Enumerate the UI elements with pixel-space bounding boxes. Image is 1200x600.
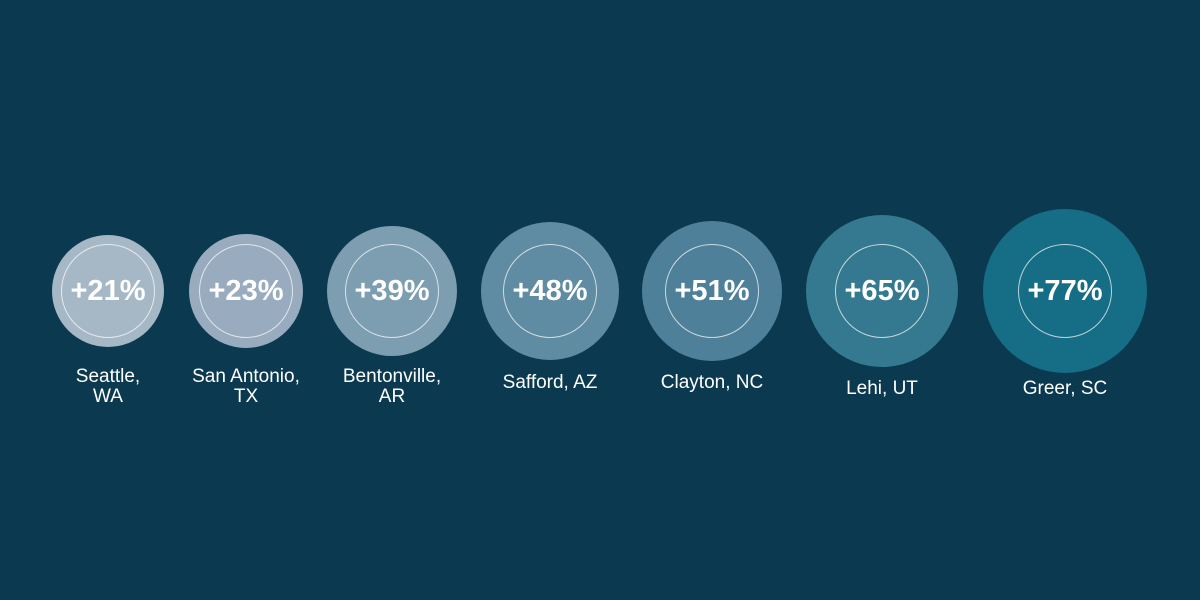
city-label-line: TX: [233, 386, 259, 407]
inner-ring: [503, 244, 597, 338]
inner-ring: [61, 244, 155, 338]
city-label-line: San Antonio,: [192, 366, 300, 387]
city-label-line: Lehi, UT: [846, 378, 918, 399]
growth-circle: +77%: [983, 209, 1147, 373]
city-label-line: Clayton, NC: [660, 372, 764, 393]
city-label: Clayton, NC: [642, 373, 782, 393]
growth-percent: +48%: [512, 274, 588, 307]
city-label: Bentonville, AR: [322, 367, 462, 407]
city-label-line: Greer, SC: [1022, 378, 1108, 399]
growth-percent: +77%: [1027, 274, 1103, 307]
growth-percent: +65%: [844, 274, 920, 307]
inner-ring: [835, 244, 929, 338]
city-label: San Antonio, TX: [176, 367, 316, 407]
city-label: Safford, AZ: [480, 373, 620, 393]
city-label-line: WA: [93, 386, 123, 407]
growth-percent: +23%: [208, 274, 284, 307]
growth-percent: +21%: [70, 274, 146, 307]
city-label: Greer, SC: [995, 379, 1135, 399]
growth-percent: +39%: [354, 274, 430, 307]
growth-circle: +51%: [642, 221, 782, 361]
growth-circle: +65%: [806, 215, 958, 367]
inner-ring: [199, 244, 293, 338]
inner-ring: [665, 244, 759, 338]
city-label-line: Bentonville,: [342, 366, 442, 387]
growth-circle: +39%: [327, 226, 457, 356]
city-label: Lehi, UT: [812, 379, 952, 399]
inner-ring: [1018, 244, 1112, 338]
city-label: Seattle, WA: [38, 367, 178, 407]
growth-circle: +23%: [189, 234, 303, 348]
city-label-line: Seattle,: [75, 366, 141, 387]
growth-circle: +48%: [481, 222, 619, 360]
growth-percent: +51%: [674, 274, 750, 307]
city-label-line: AR: [378, 386, 406, 407]
growth-circle: +21%: [52, 235, 164, 347]
city-label-line: Safford, AZ: [502, 372, 598, 393]
inner-ring: [345, 244, 439, 338]
